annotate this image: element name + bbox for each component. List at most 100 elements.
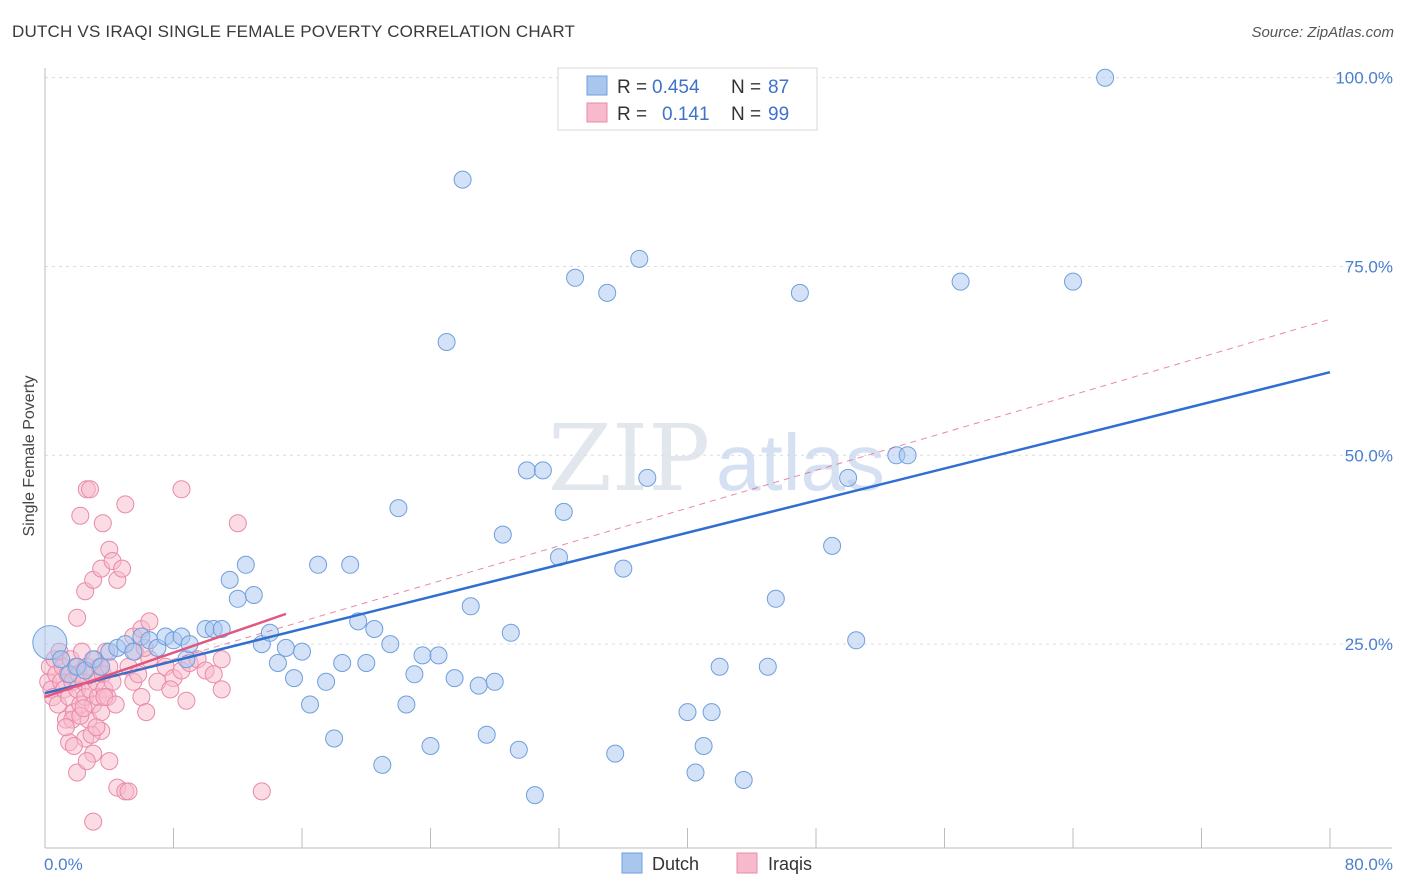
legend-swatch-iraqis <box>586 102 608 123</box>
bottom-legend-dutch: Dutch <box>652 854 699 874</box>
series-legend: Dutch Iraqis <box>621 852 812 874</box>
dutch-point-41 <box>373 755 392 774</box>
iraqis-point-96 <box>77 752 96 771</box>
chart-title: DUTCH VS IRAQI SINGLE FEMALE POVERTY COR… <box>12 22 576 41</box>
dutch-point-51 <box>453 170 472 189</box>
dutch-point-28 <box>268 654 287 672</box>
iraqis-point-65 <box>116 495 135 514</box>
iraqis-point-93 <box>106 695 125 714</box>
correlation-legend: R = 0.454 N = 87 R = 0.141 N = 99 <box>557 67 818 131</box>
bottom-swatch-iraqis <box>736 852 758 874</box>
y-tick-label-1: 75.0% <box>1345 257 1393 276</box>
dutch-point-48 <box>429 646 448 665</box>
y-tick-label-2: 50.0% <box>1345 446 1393 465</box>
bottom-swatch-dutch <box>621 852 643 874</box>
dutch-point-85 <box>1064 272 1082 291</box>
iraqis-point-54 <box>68 608 87 627</box>
iraqis-point-97 <box>87 718 106 737</box>
dutch-point-22 <box>220 570 239 589</box>
legend-r-label-iraqis: R = <box>617 104 647 125</box>
legend-n-label-dutch: N = <box>731 77 761 98</box>
dutch-point-47 <box>421 737 440 755</box>
dutch-point-83 <box>898 446 917 465</box>
dutch-point-79 <box>823 536 842 555</box>
iraqis-point-53 <box>56 718 75 737</box>
iraqis-point-85 <box>172 480 191 499</box>
dutch-point-1 <box>52 650 71 669</box>
iraqis-point-49 <box>84 812 103 831</box>
dutch-point-78 <box>790 283 809 302</box>
dutch-point-44 <box>397 695 416 714</box>
dutch-point-55 <box>485 672 504 691</box>
dutch-point-39 <box>357 654 376 672</box>
iraqis-point-81 <box>177 691 196 710</box>
dutch-point-6 <box>92 657 111 676</box>
watermark-zip: ZIP <box>548 405 710 512</box>
y-tick-label-3: 25.0% <box>1345 635 1393 654</box>
legend-n-label-iraqis: N = <box>731 104 761 125</box>
iraqis-point-48 <box>119 782 138 801</box>
dutch-point-57 <box>501 623 520 642</box>
dutch-point-59 <box>517 461 536 480</box>
dutch-point-60 <box>525 786 544 805</box>
dutch-point-34 <box>317 672 336 691</box>
iraqis-point-89 <box>113 559 132 578</box>
iraqis-point-62 <box>81 480 99 499</box>
dutch-point-56 <box>493 525 512 544</box>
x-tick-label-1: 80.0% <box>1345 855 1393 874</box>
trend-lines <box>44 318 1331 699</box>
dutch-point-81 <box>847 631 866 650</box>
iraqis-point-45 <box>100 752 119 771</box>
dutch-point-84 <box>951 272 970 291</box>
legend-n-value-iraqis: 99 <box>768 104 789 125</box>
dutch-point-45 <box>405 665 424 684</box>
axes <box>44 68 1392 849</box>
dutch-point-46 <box>413 646 432 665</box>
dutch-point-86 <box>1096 68 1115 87</box>
dutch-point-73 <box>702 703 721 722</box>
dutch-trend-line <box>44 370 1331 695</box>
iraqis-point-86 <box>228 514 247 533</box>
dutch-point-75 <box>734 771 753 789</box>
dutch-point-49 <box>437 333 456 351</box>
dutch-point-58 <box>509 740 528 759</box>
iraqis-point-84 <box>212 650 231 669</box>
dutch-point-50 <box>445 669 464 688</box>
dutch-point-53 <box>469 676 488 695</box>
iraqis-point-88 <box>204 665 223 684</box>
watermark-atlas: atlas <box>716 418 885 507</box>
legend-n-value-dutch: 87 <box>768 77 789 98</box>
dutch-point-74 <box>710 657 729 676</box>
dutch-point-71 <box>686 763 705 782</box>
iraqis-point-60 <box>71 506 90 525</box>
iraqis-point-52 <box>74 699 93 718</box>
x-tick-label-0: 0.0% <box>44 855 83 874</box>
dutch-point-68 <box>630 249 649 268</box>
iraqis-point-72 <box>137 703 156 722</box>
dutch-point-32 <box>301 695 319 714</box>
dutch-point-43 <box>389 499 408 518</box>
dutch-point-37 <box>341 555 360 574</box>
dutch-point-66 <box>606 744 625 763</box>
dutch-point-80 <box>839 468 858 487</box>
dutch-point-40 <box>365 620 384 638</box>
dutch-point-31 <box>293 642 311 661</box>
iraqis-point-71 <box>132 688 151 706</box>
dutch-point-72 <box>694 737 713 755</box>
bottom-legend-iraqis: Iraqis <box>768 854 812 874</box>
legend-r-label-dutch: R = <box>617 77 647 98</box>
dutch-point-30 <box>285 669 303 688</box>
dutch-point-65 <box>598 283 617 302</box>
dutch-point-36 <box>333 654 352 672</box>
source-label: Source: ZipAtlas.com <box>1251 24 1394 41</box>
dutch-point-63 <box>554 502 573 521</box>
dutch-point-29 <box>276 638 295 657</box>
dutch-point-42 <box>381 635 400 654</box>
iraqis-trend-line <box>44 612 287 699</box>
iraqis-point-78 <box>161 680 180 699</box>
iraqis-point-87 <box>212 680 231 699</box>
iraqis-trend-extension <box>44 318 1331 698</box>
y-axis-label: Single Female Poverty <box>21 376 38 537</box>
iraqis-point-68 <box>140 612 159 631</box>
